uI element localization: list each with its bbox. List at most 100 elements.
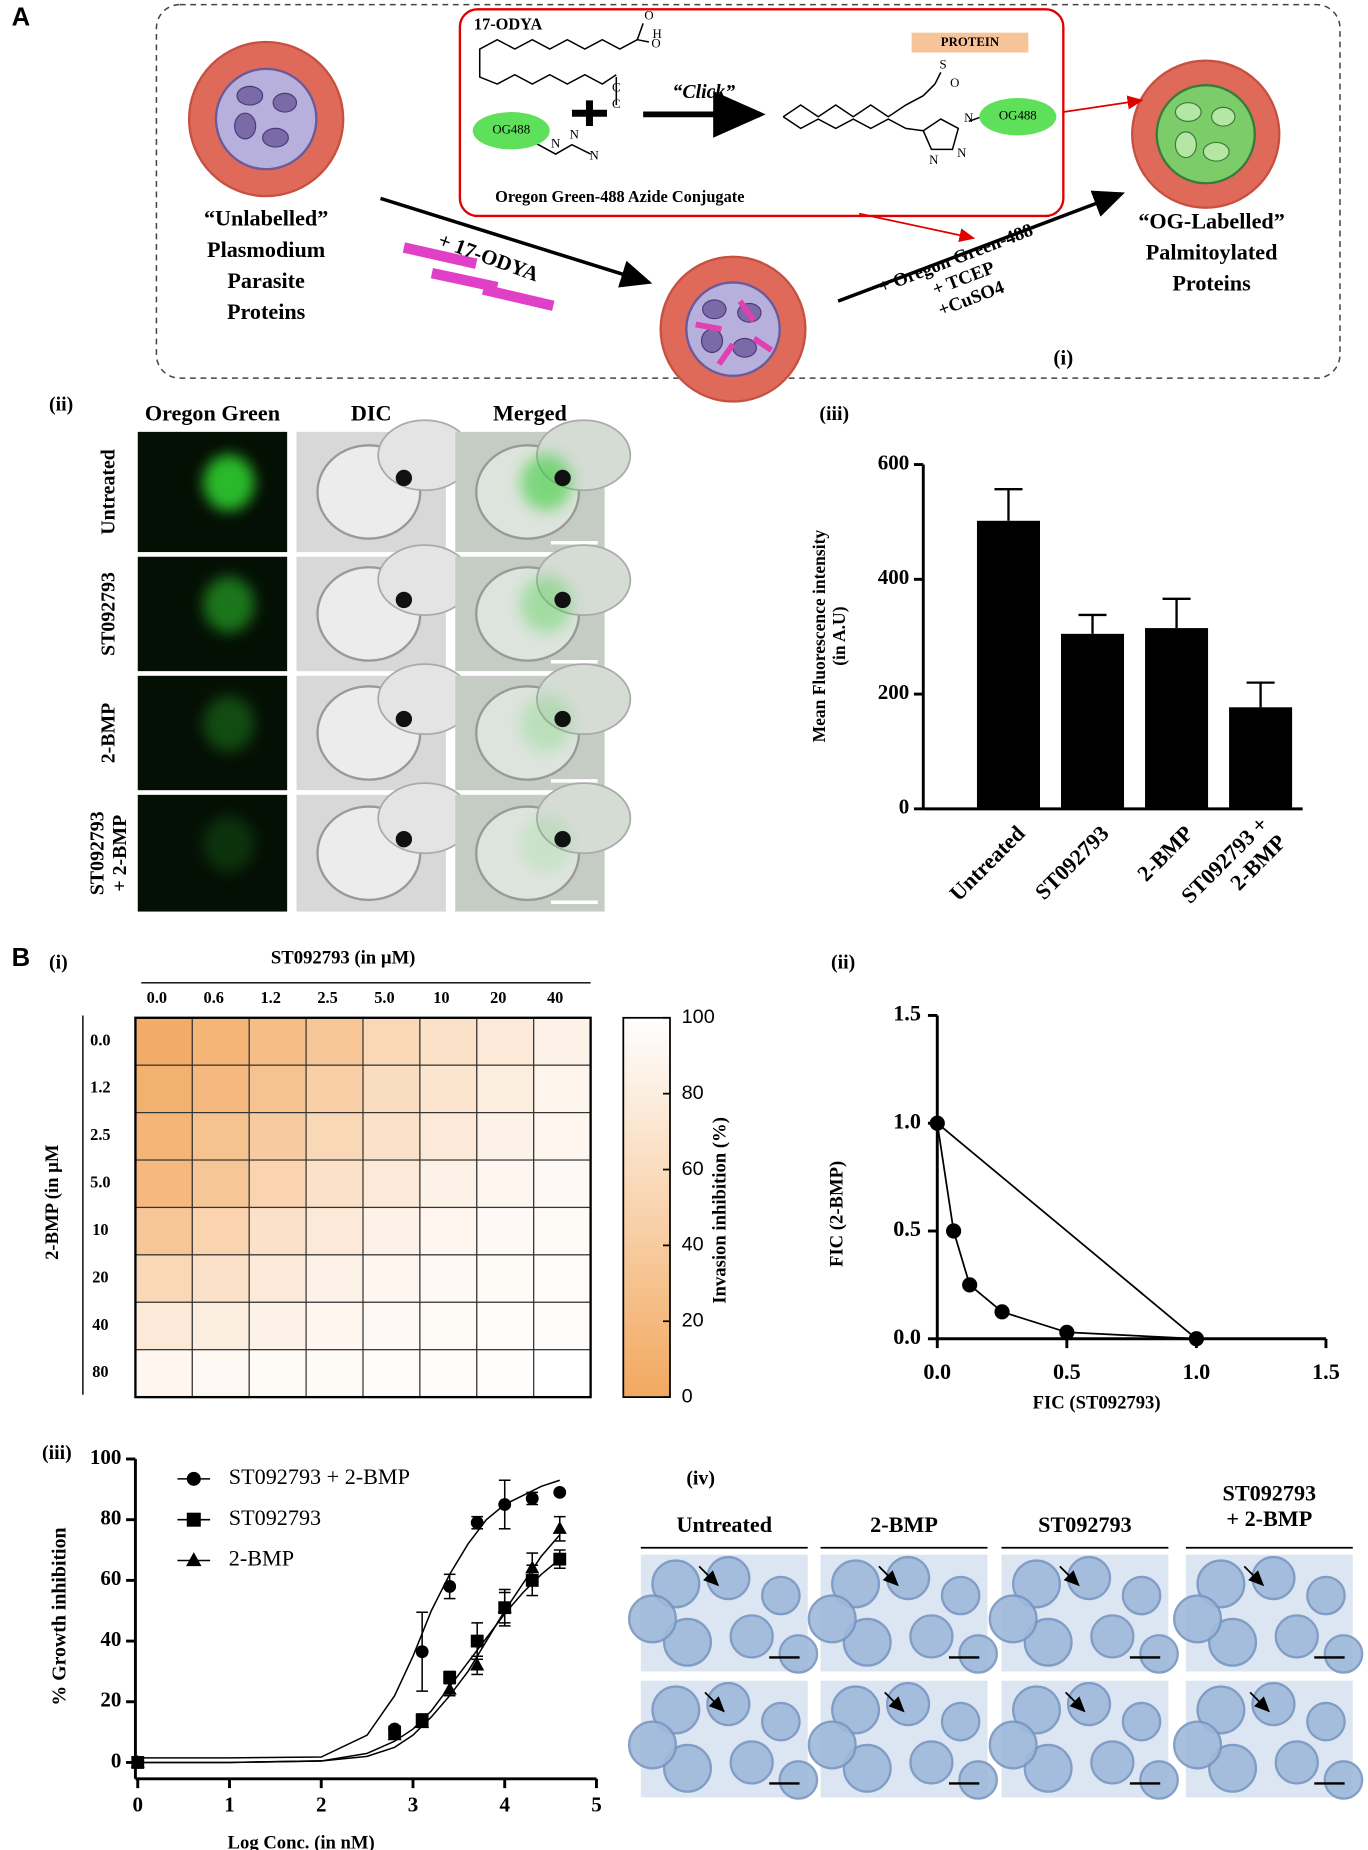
y-tick-label: 200 — [878, 680, 910, 704]
x-tick-label: 2-BMP — [1132, 821, 1198, 887]
marker — [415, 1715, 430, 1729]
heatmap-cell — [362, 1301, 421, 1351]
rbc — [940, 1701, 981, 1742]
azide — [529, 139, 591, 155]
rbc — [909, 1614, 954, 1659]
text-line: (in A.U) — [829, 606, 849, 665]
y-tick-label: 0.5 — [893, 1216, 921, 1241]
colorbar — [622, 1016, 671, 1399]
heatmap-cell — [362, 1159, 421, 1209]
atom: N — [551, 137, 560, 151]
text-line: ST092793 — [86, 811, 108, 895]
marker — [442, 1681, 457, 1695]
text-line: + 2-BMP — [109, 815, 131, 892]
micrograph — [296, 663, 473, 791]
heatmap-cell — [362, 1064, 421, 1114]
y-tick-label: 100 — [90, 1445, 122, 1469]
column-header: DIC — [351, 401, 392, 426]
rbc — [706, 1555, 751, 1601]
rbc — [778, 1760, 819, 1800]
marker — [525, 1560, 540, 1574]
x-axis-label: FIC (ST092793) — [1033, 1392, 1161, 1413]
heatmap-cell — [134, 1206, 193, 1256]
text-line: Proteins — [227, 299, 306, 324]
heatmap-cell — [476, 1017, 535, 1066]
rbc — [1274, 1614, 1319, 1659]
y-tick-label: 400 — [878, 565, 910, 589]
y-tick-label: 0 — [111, 1748, 122, 1772]
smear — [988, 1554, 1179, 1674]
column-header: ST092793 — [1038, 1512, 1132, 1537]
text-line: “OG-Labelled” — [1138, 208, 1284, 233]
rbc — [885, 1681, 931, 1727]
rbc — [1251, 1555, 1296, 1601]
lipid-marks — [695, 299, 774, 366]
rbc — [1173, 1594, 1223, 1644]
y-axis-label: % Growth inhibition — [48, 1527, 70, 1705]
heatmap-cell — [362, 1112, 421, 1161]
atom: N — [589, 148, 598, 162]
rbc — [842, 1743, 892, 1793]
column-header: 2-BMP — [870, 1512, 938, 1537]
panel-label: B — [12, 944, 31, 972]
arrow — [1243, 1565, 1265, 1587]
heatmap-cell — [191, 1349, 250, 1398]
panel-label: (ii) — [831, 952, 855, 974]
chain — [478, 38, 638, 85]
hemozoin — [554, 469, 571, 487]
rbc — [958, 1760, 998, 1800]
heatmap-cell — [419, 1301, 478, 1351]
heatmap-cell — [191, 1254, 250, 1303]
parasite — [1155, 84, 1256, 185]
micrograph — [137, 794, 288, 912]
marker — [470, 1516, 484, 1530]
bar — [1145, 628, 1209, 809]
x-axis-label: Log Conc. (in nM) — [228, 1832, 375, 1850]
rbc — [1121, 1701, 1162, 1742]
hemozoin — [395, 831, 413, 848]
heatmap-cell — [248, 1349, 307, 1398]
bar — [1061, 633, 1125, 809]
atom: N — [570, 127, 579, 141]
rbc — [1090, 1740, 1135, 1785]
marker — [470, 1634, 484, 1648]
heatmap-cell — [248, 1254, 307, 1303]
fluorescence — [520, 695, 572, 752]
rbc — [1090, 1614, 1135, 1659]
heatmap-cell — [191, 1301, 250, 1351]
heatmap-cell — [362, 1254, 421, 1303]
bar — [1229, 707, 1293, 809]
fluorescence — [520, 454, 572, 511]
hemozoin — [395, 591, 413, 609]
micrograph — [137, 675, 288, 791]
heatmap-cell — [248, 1064, 307, 1114]
rbc — [1066, 1555, 1112, 1601]
row-label: 20 — [92, 1267, 108, 1286]
panel-label: (iv) — [686, 1468, 715, 1490]
atom: H — [653, 27, 662, 41]
atom: S — [940, 57, 947, 71]
heatmap-cell — [305, 1254, 364, 1303]
text-line: “Unlabelled” — [204, 206, 328, 231]
heatmap-cell — [476, 1112, 535, 1161]
rbc — [651, 1559, 701, 1609]
rbc — [651, 1685, 701, 1735]
rbc — [1323, 1634, 1364, 1674]
heatmap-title: ST092793 (in µM) — [271, 948, 415, 969]
heatmap-cell — [305, 1349, 364, 1398]
micrograph — [296, 544, 473, 672]
rbc — [831, 1559, 881, 1609]
row-label: ST092793+ 2-BMP — [86, 811, 131, 895]
point — [1188, 1331, 1204, 1347]
colorbar-tick-label: 40 — [682, 1234, 704, 1256]
point — [1059, 1324, 1075, 1340]
panel-label: (ii) — [49, 394, 73, 416]
organelles — [1174, 102, 1236, 162]
fit-curve — [137, 1534, 561, 1764]
y-tick-label: 80 — [100, 1505, 121, 1529]
marker — [498, 1498, 512, 1511]
column-label: 10 — [433, 988, 449, 1007]
protein-label: PROTEIN — [941, 35, 1000, 49]
point — [946, 1223, 962, 1239]
